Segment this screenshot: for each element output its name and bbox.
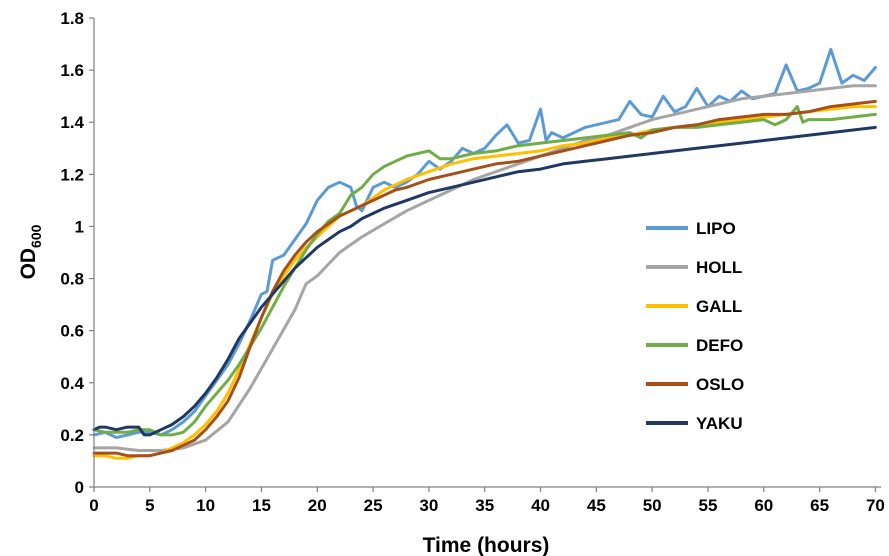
y-tick-label: 0.8: [60, 270, 84, 289]
series-line-gall: [92, 105, 877, 460]
x-tick-label: 60: [754, 496, 773, 515]
x-tick-label: 50: [643, 496, 662, 515]
legend-label-lipo: LIPO: [696, 219, 736, 238]
x-tick-label: 70: [866, 496, 885, 515]
y-tick-label: 1.4: [60, 113, 84, 132]
y-tick-label: 0.4: [60, 374, 84, 393]
x-tick-label: 10: [196, 496, 215, 515]
x-tick-label: 25: [364, 496, 383, 515]
legend-label-gall: GALL: [696, 297, 742, 316]
x-tick-label: 30: [419, 496, 438, 515]
axes: 0 0.2 0.4 0.6 0.8 1 1.2 1.4 1.6 1.8 0 5 10 15 20 25 30 35…: [60, 9, 885, 515]
series-line-defo: [92, 105, 877, 437]
series-line-holl: [92, 84, 877, 452]
series-line-oslo: [92, 99, 877, 458]
y-tick-label: 1.2: [60, 165, 84, 184]
legend-label-holl: HOLL: [696, 258, 742, 277]
x-tick-label: 55: [699, 496, 718, 515]
y-tick-label: 0: [75, 478, 84, 497]
series-line-yaku: [92, 125, 877, 437]
series-line-lipo: [92, 47, 877, 439]
y-axis-title-main: OD: [17, 248, 40, 280]
legend-label-oslo: OSLO: [696, 375, 744, 394]
y-axis-title: OD600: [17, 224, 44, 279]
y-axis-title-subscript: 600: [28, 224, 44, 248]
x-tick-label: 35: [475, 496, 494, 515]
x-axis-title: Time (hours): [423, 534, 550, 556]
x-tick-label: 5: [145, 496, 154, 515]
x-tick-label: 40: [531, 496, 550, 515]
y-tick-label: 1.6: [60, 61, 84, 80]
y-tick-label: 0.2: [60, 426, 84, 445]
x-tick-label: 45: [587, 496, 606, 515]
legend-label-yaku: YAKU: [696, 414, 743, 433]
x-tick-label: 0: [89, 496, 98, 515]
x-tick-label: 20: [308, 496, 327, 515]
legend: LIPO HOLL GALL DEFO OSLO YAKU: [646, 219, 744, 433]
x-tick-label: 65: [810, 496, 829, 515]
y-tick-label: 0.6: [60, 322, 84, 341]
y-tick-label: 1: [75, 217, 84, 236]
series-lines: [92, 47, 877, 460]
legend-label-defo: DEFO: [696, 336, 743, 355]
x-tick-label: 15: [252, 496, 271, 515]
y-tick-label: 1.8: [60, 9, 84, 28]
